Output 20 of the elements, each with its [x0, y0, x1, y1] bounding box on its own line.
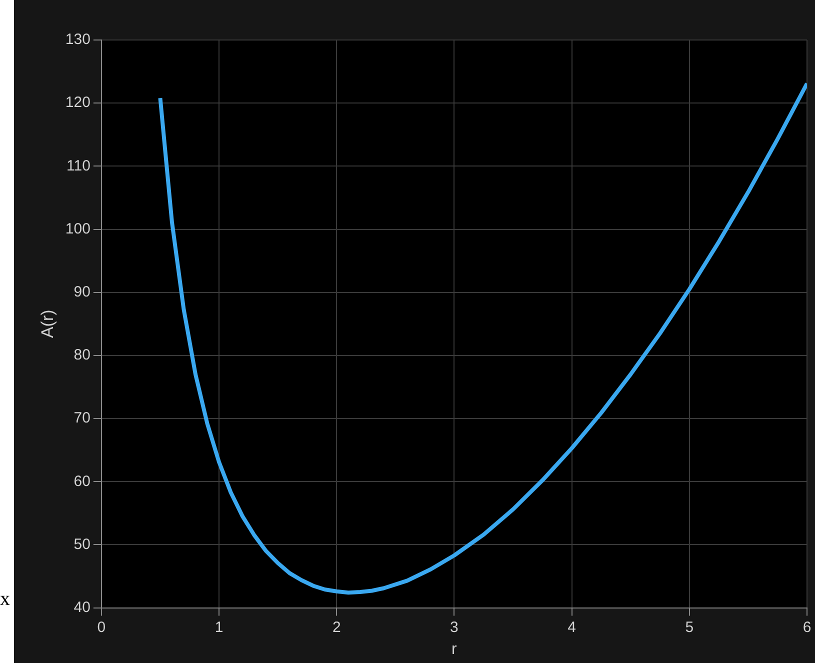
y-tick-label: 80 [74, 346, 90, 364]
y-tick-label: 130 [65, 31, 90, 48]
y-tick-label: 110 [66, 157, 90, 174]
y-axis-title: A(r) [38, 310, 57, 338]
x-tick-label: 4 [568, 618, 576, 636]
y-tick-label: 90 [74, 283, 90, 300]
text: x [0, 588, 10, 611]
x-axis-title: r [452, 640, 458, 658]
y-tick-label: 100 [65, 220, 90, 238]
y-tick-label: 50 [74, 536, 90, 553]
x-tick-label: 3 [450, 618, 458, 636]
y-tick-label: 70 [74, 410, 90, 427]
x-tick-label: 0 [97, 618, 106, 636]
x-tick-label: 2 [332, 618, 341, 636]
x-tick-label: 6 [802, 618, 812, 636]
y-tick-label: 120 [65, 94, 90, 112]
y-tick-label: 40 [74, 598, 90, 616]
x-tick-label: 5 [685, 618, 694, 636]
y-tick-label: 60 [74, 472, 90, 490]
x-tick-label: 1 [214, 618, 224, 636]
